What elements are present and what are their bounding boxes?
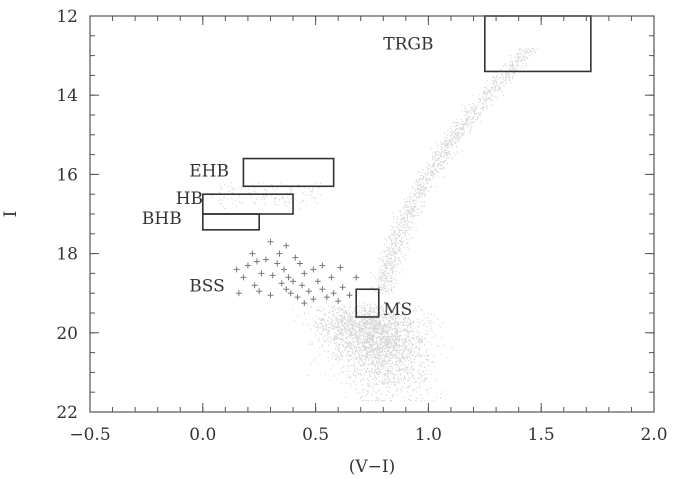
y-tick-label: 16 <box>56 165 78 185</box>
bss-point <box>287 290 294 297</box>
bss-point <box>301 300 308 307</box>
bss-point <box>296 260 303 267</box>
y-axis-label: I <box>1 211 21 218</box>
bss-point <box>235 290 242 297</box>
bss-point <box>240 274 247 281</box>
x-tick-label: 0.5 <box>302 425 329 445</box>
bss-point <box>249 250 256 257</box>
bss-point <box>337 264 344 271</box>
bss-point <box>346 292 353 299</box>
box-ms <box>355 288 380 318</box>
bss-point <box>283 242 290 249</box>
label-ms: MS <box>383 300 412 320</box>
label-bss: BSS <box>189 276 225 296</box>
bss-point <box>323 294 330 301</box>
bss-point <box>310 266 317 273</box>
bss-points <box>233 238 360 307</box>
label-trgb: TRGB <box>383 35 433 55</box>
bss-point <box>276 250 283 257</box>
bss-point <box>281 266 288 273</box>
bss-point <box>233 266 240 273</box>
bss-point <box>267 292 274 299</box>
axis-ticks: −0.5 0.0 0.5 1.0 1.5 2.0 12 14 16 18 20 22 <box>56 7 667 445</box>
x-axis-label: (V−I) <box>349 457 396 477</box>
bss-point <box>319 262 326 269</box>
bss-point <box>328 274 335 281</box>
bss-point <box>256 288 263 295</box>
bss-point <box>283 286 290 293</box>
bss-point <box>285 274 292 281</box>
bss-point <box>294 294 301 301</box>
bss-point <box>319 286 326 293</box>
box-ehb <box>242 157 335 188</box>
bss-point <box>290 278 297 285</box>
y-tick-label: 18 <box>56 245 78 265</box>
bss-point <box>299 282 306 289</box>
bss-point <box>274 260 281 267</box>
label-hb: HB <box>176 189 203 209</box>
region-boxes <box>202 15 592 318</box>
box-bhb <box>202 213 261 231</box>
bss-point <box>301 270 308 277</box>
bss-point <box>262 256 269 263</box>
bss-point <box>258 270 265 277</box>
bss-point <box>278 280 285 287</box>
bss-point <box>305 288 312 295</box>
bss-point <box>269 272 276 279</box>
bss-point <box>335 298 342 305</box>
y-tick-label: 12 <box>56 7 78 27</box>
x-tick-label: 0.0 <box>189 425 216 445</box>
bss-point <box>314 278 321 285</box>
y-tick-label: 22 <box>56 403 78 423</box>
label-ehb: EHB <box>189 161 229 181</box>
x-tick-label: 1.0 <box>415 425 442 445</box>
bss-point <box>292 254 299 261</box>
bss-point <box>310 296 317 303</box>
label-bhb: BHB <box>142 209 182 229</box>
bss-point <box>339 284 346 291</box>
bss-point <box>353 274 360 281</box>
y-tick-label: 14 <box>56 86 78 106</box>
bss-point <box>244 262 251 269</box>
x-tick-label: −0.5 <box>69 425 110 445</box>
x-tick-label: 2.0 <box>640 425 667 445</box>
bss-point <box>253 258 260 265</box>
field-star-cloud <box>211 47 538 402</box>
bss-point <box>267 238 274 245</box>
bss-point <box>251 282 258 289</box>
x-tick-label: 1.5 <box>528 425 555 445</box>
y-tick-label: 20 <box>56 324 78 344</box>
bss-point <box>330 290 337 297</box>
